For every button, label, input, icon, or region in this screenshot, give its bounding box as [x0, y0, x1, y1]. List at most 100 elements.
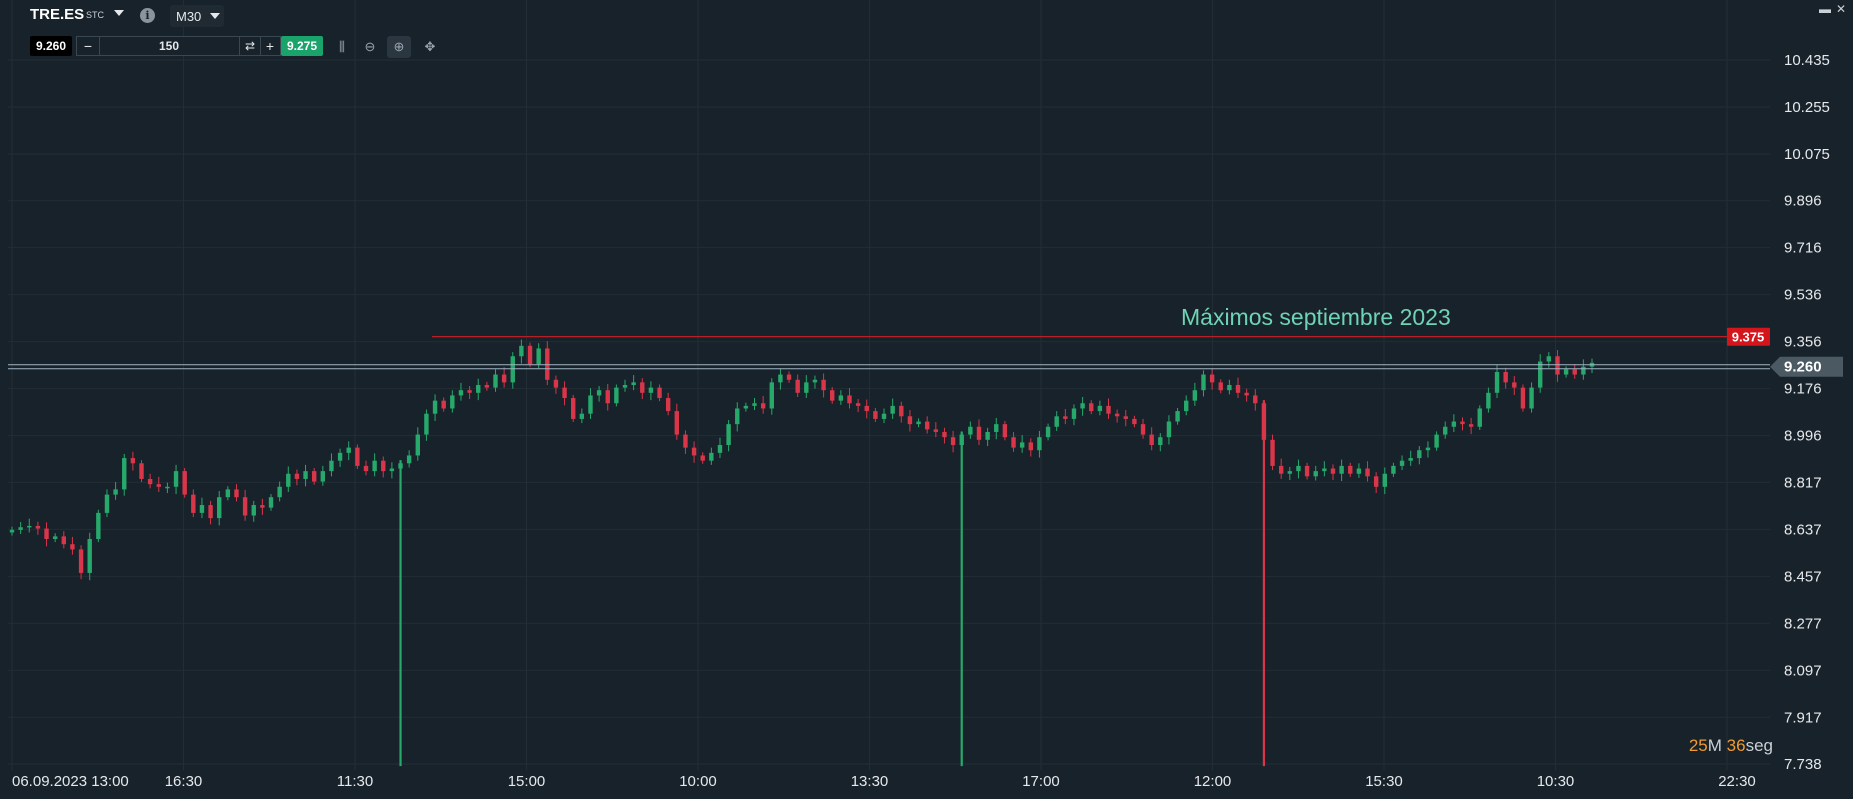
candle-body [389, 468, 395, 472]
candle-body [588, 395, 593, 414]
candle-body [182, 471, 187, 495]
candle-body [873, 411, 878, 419]
resistance-price-badge [1727, 327, 1770, 346]
candle-body [1546, 356, 1552, 362]
quantity-input[interactable]: 150 [158, 39, 180, 53]
candle-body [648, 387, 654, 393]
candle-body [87, 538, 92, 573]
candle-body [1391, 465, 1396, 474]
candle-body [700, 455, 705, 461]
time-tick-label: 22:30 [1718, 773, 1756, 790]
ask-price-button[interactable]: 9.275 [281, 36, 323, 56]
candle-body [1348, 465, 1353, 474]
candle-body [199, 505, 205, 513]
chart-type-icon[interactable]: ⫼ [339, 39, 345, 54]
chevron-down-icon [210, 13, 220, 19]
candle-body [536, 348, 541, 365]
candle-body [1443, 426, 1448, 435]
candle-body [614, 387, 619, 404]
candle-body [260, 505, 265, 508]
candle-body [458, 390, 464, 396]
candle-body [242, 497, 248, 516]
crosshair-icon[interactable]: ✥ [424, 39, 436, 54]
candle-body [838, 395, 844, 401]
candle-body [346, 447, 351, 453]
candle-body [1209, 374, 1215, 383]
time-tick-label: 15:00 [508, 773, 546, 790]
time-tick-label: 06.09.2023 13:00 [12, 773, 129, 790]
candle-body [1184, 400, 1189, 412]
candle-body [1477, 408, 1482, 427]
candle-body [1365, 468, 1370, 477]
candle-body [251, 505, 256, 516]
price-tick-label: 9.716 [1784, 240, 1822, 257]
chart-overlay: 9.260 9.375 Máximos septiembre 2023 [8, 304, 1843, 377]
price-tick-label: 9.896 [1784, 193, 1822, 210]
candle-body [1486, 392, 1491, 409]
candle-body [942, 431, 947, 438]
candle-body [1555, 356, 1560, 375]
swap-icon[interactable]: ⇄ [239, 37, 261, 55]
symbol-dropdown-icon[interactable] [114, 10, 124, 16]
candle-body [398, 463, 403, 469]
candle-body [217, 497, 222, 519]
minimize-icon[interactable]: ▬ [1819, 2, 1831, 16]
close-icon[interactable]: ✕ [1836, 2, 1847, 16]
candle-body [1037, 437, 1042, 451]
resistance-annotation[interactable]: Máximos septiembre 2023 [1181, 304, 1451, 330]
candle-body [1123, 416, 1128, 419]
candle-body [277, 486, 282, 498]
candle-body [760, 403, 766, 409]
decrease-quantity-button[interactable]: − [77, 37, 100, 55]
countdown-minutes-unit: M [1707, 736, 1722, 755]
candle-body [1201, 374, 1206, 391]
candle-body [441, 400, 446, 409]
candle-body [596, 390, 602, 396]
candle-body [337, 452, 343, 461]
candle-body [519, 345, 524, 357]
candle-body [1434, 434, 1439, 448]
candle-body [830, 390, 835, 401]
candle-body [527, 345, 533, 365]
increase-quantity-button[interactable]: + [265, 38, 275, 54]
candle-body [1045, 426, 1051, 438]
time-tick-label: 16:30 [165, 773, 203, 790]
candle-body [605, 390, 610, 404]
symbol-name[interactable]: TRE.ES [30, 6, 85, 23]
timeframe-label: M30 [176, 9, 202, 24]
candle-body [545, 348, 550, 380]
info-icon[interactable]: i [140, 8, 155, 23]
candle-body [821, 379, 826, 391]
candle-body [1296, 465, 1301, 472]
zoom-in-icon[interactable]: ⊕ [387, 36, 411, 58]
time-tick-label: 17:00 [1022, 773, 1060, 790]
bid-price-button[interactable]: 9.260 [30, 36, 72, 56]
price-axis: 10.435 10.255 10.075 9.896 9.716 9.536 9.356 9.… [1784, 52, 1830, 773]
candle-body [1399, 460, 1405, 466]
countdown-seconds: 36 [1726, 736, 1746, 755]
candle-body [1382, 473, 1387, 487]
chart-grid [8, 0, 1770, 770]
candle-body [622, 384, 628, 388]
candle-body [432, 400, 438, 414]
candle-body [1149, 434, 1154, 446]
candle-body [501, 374, 507, 383]
zoom-out-icon[interactable]: ⊖ [364, 39, 376, 54]
candle-body [1563, 369, 1569, 375]
candle-body [1520, 387, 1526, 409]
timeframe-select[interactable]: M30 [170, 5, 224, 27]
candle-body [1494, 371, 1500, 393]
candle-body [924, 421, 930, 430]
quantity-stepper[interactable]: − 150 ⇄ + [76, 36, 281, 56]
time-axis: 06.09.2023 13:00 16:30 11:30 15:00 10:00 13:3… [12, 773, 1756, 790]
candle-body [104, 494, 110, 513]
candle-body [735, 408, 740, 425]
candle-body [786, 374, 792, 380]
candle-body [355, 447, 360, 466]
candle-body [234, 489, 239, 498]
candle-body [9, 529, 15, 533]
candle-body [294, 473, 300, 479]
candle-body [1106, 405, 1111, 414]
candle-body [268, 497, 274, 508]
